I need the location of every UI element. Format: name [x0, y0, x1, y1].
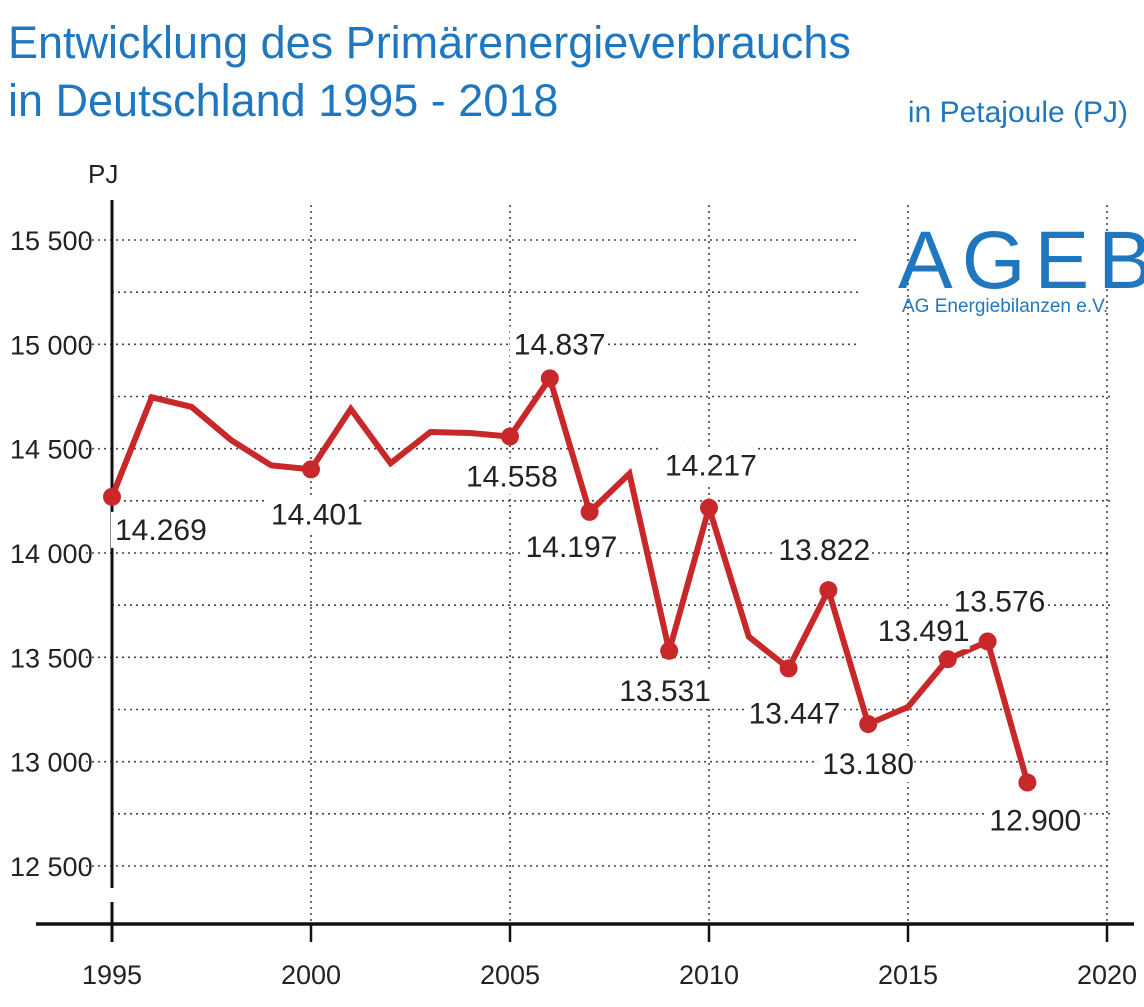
data-point-marker	[660, 641, 679, 660]
y-tick-label: 14 500	[10, 435, 93, 465]
y-tick-label: 14 000	[10, 539, 93, 569]
data-label-bg	[267, 496, 363, 533]
series-line	[109, 371, 1031, 786]
x-tick-label: 2015	[878, 960, 938, 990]
data-label-bg	[774, 532, 871, 569]
data-labels: 14.269 14.401 14.558 14.837 14.197 13.531 14.2…	[111, 326, 1082, 839]
y-tick-label: 13 000	[10, 748, 93, 778]
data-label: 13.822	[778, 534, 870, 567]
data-point-marker	[540, 369, 559, 388]
logo-text: AGEB	[898, 215, 1144, 306]
data-label: 14.269	[115, 514, 207, 547]
primary-energy-line	[109, 371, 1031, 786]
data-label-bg	[509, 326, 606, 363]
data-point-marker	[580, 502, 599, 521]
data-label: 13.576	[954, 585, 1046, 618]
x-tick-label: 1995	[82, 960, 142, 990]
chart-title-line-2: in Deutschland 1995 - 2018	[8, 75, 559, 126]
data-point-marker	[819, 581, 838, 600]
data-point-marker	[103, 487, 121, 506]
data-label: 14.837	[514, 328, 606, 361]
data-point-marker	[859, 715, 878, 734]
y-axis-unit-label: PJ	[88, 159, 118, 189]
data-label: 14.558	[466, 461, 558, 494]
y-tick-label: 12 500	[10, 852, 93, 882]
data-point-marker	[501, 427, 519, 446]
chart-unit-subtitle: in Petajoule (PJ)	[907, 96, 1128, 129]
data-label-bg	[744, 695, 841, 732]
x-tick-label: 2000	[281, 960, 341, 990]
data-label: 12.900	[989, 805, 1081, 838]
x-tick-labels: 1995 2000 2005 2010 2015 2020	[82, 960, 1137, 990]
data-label: 14.401	[271, 498, 363, 531]
y-tick-label: 13 500	[10, 643, 93, 673]
x-tick-label: 2005	[480, 960, 540, 990]
data-point-marker	[978, 632, 997, 651]
data-point-marker	[700, 498, 718, 517]
chart-title-line-1: Entwicklung des Primärenergieverbrauchs	[8, 17, 851, 68]
data-label-bg	[818, 746, 915, 783]
data-point-marker	[938, 650, 957, 669]
data-label-bg	[985, 802, 1082, 839]
data-label: 14.197	[526, 531, 618, 564]
logo-subtext: AG Energiebilanzen e.V.	[902, 296, 1108, 317]
data-label-bg	[111, 511, 207, 548]
chart-title: Entwicklung des Primärenergieverbrauchs …	[8, 14, 851, 130]
y-tick-labels: 12 500 13 000 13 500 14 000 14 500 15 000 15 5…	[10, 226, 93, 882]
ageb-logo: AGEB AG Energiebilanzen e.V.	[898, 215, 1144, 317]
data-point-marker	[1018, 773, 1037, 792]
data-label: 14.217	[665, 450, 757, 483]
data-label: 13.180	[822, 748, 914, 781]
data-markers	[103, 369, 1037, 792]
y-tick-label: 15 000	[10, 330, 93, 360]
data-point-marker	[302, 460, 320, 479]
y-tick-label: 15 500	[10, 226, 93, 256]
data-label-bg	[521, 528, 618, 565]
data-label: 13.447	[749, 697, 841, 730]
x-tick-label: 2010	[679, 960, 739, 990]
data-label-bg	[661, 447, 757, 484]
x-tick-label: 2020	[1077, 960, 1137, 990]
data-label-bg	[462, 458, 558, 495]
data-label-bg	[615, 672, 712, 709]
data-label-bg	[949, 583, 1046, 620]
data-label: 13.491	[878, 615, 970, 648]
data-point-marker	[779, 659, 798, 678]
data-label: 13.531	[619, 675, 711, 708]
gridlines	[86, 205, 1112, 922]
